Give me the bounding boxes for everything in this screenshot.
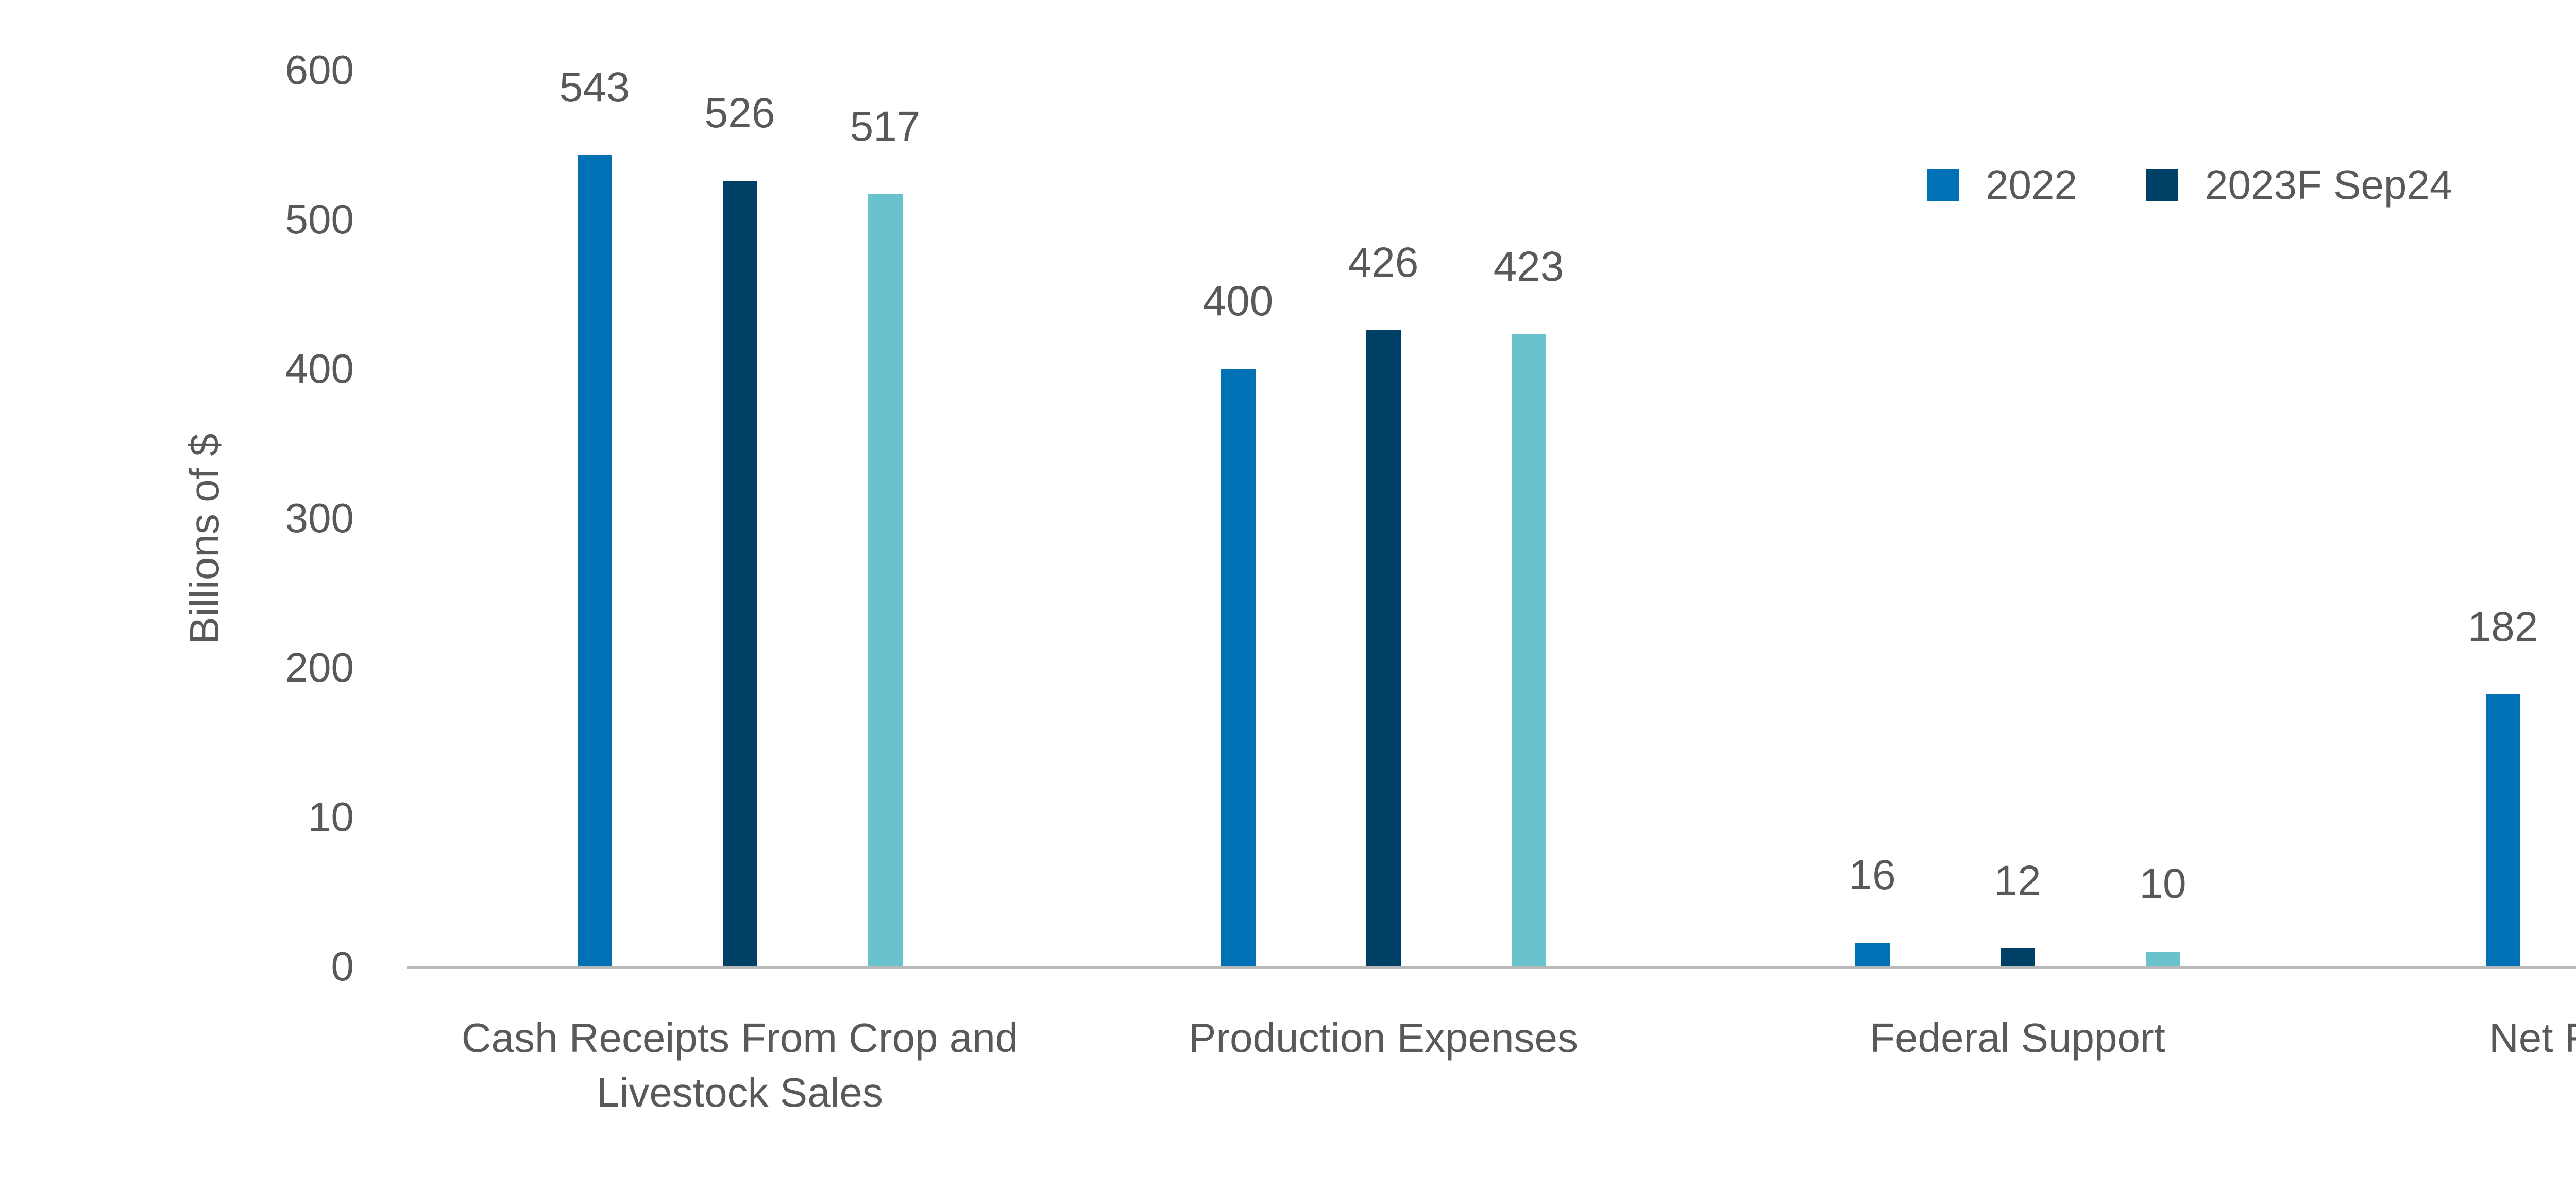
bar-2024f-sep24 — [1511, 334, 1546, 966]
data-label: 517 — [850, 103, 921, 150]
data-label: 147 — [2545, 656, 2576, 703]
legend-label: 2022 — [1986, 162, 2077, 208]
bar-2024f-sep24 — [2145, 952, 2180, 966]
y-tick-label: 10 — [308, 794, 354, 840]
x-axis-line — [407, 966, 2576, 969]
data-label: 423 — [1493, 243, 1564, 291]
data-label: 526 — [704, 89, 775, 137]
y-tick-label: 200 — [285, 644, 354, 690]
y-tick-label: 400 — [285, 346, 354, 392]
data-label: 12 — [1994, 857, 2041, 905]
y-tick-label: 300 — [285, 495, 354, 541]
data-label: 426 — [1348, 239, 1419, 286]
data-label: 10 — [2139, 860, 2187, 908]
y-tick-label: 0 — [331, 943, 354, 989]
bar-2022 — [1855, 942, 1890, 966]
legend-label: 2023F Sep24 — [2205, 162, 2453, 208]
category-label: Federal Support — [1870, 1015, 2165, 1061]
bar-2023f-sep24 — [1366, 330, 1401, 966]
bar-2023f-sep24 — [722, 180, 757, 966]
bar-2022 — [2485, 694, 2520, 966]
bar-2023f-sep24 — [2000, 948, 2035, 966]
data-label: 182 — [2467, 603, 2538, 651]
y-tick-label: 500 — [285, 196, 354, 242]
legend-swatch-icon — [1927, 169, 1959, 201]
bar-2022 — [577, 155, 612, 966]
category-label: Production Expenses — [1188, 1015, 1578, 1061]
legend-item: 2022 — [1927, 164, 2077, 206]
bar-2024f-sep24 — [868, 194, 903, 966]
data-label: 400 — [1202, 278, 1274, 325]
y-tick-label: 600 — [285, 47, 354, 93]
category-label: Net Farm Income — [2489, 1015, 2576, 1061]
category-label: Cash Receipts From Crop and Livestock Sa… — [461, 1015, 1019, 1115]
legend-swatch-icon — [2146, 169, 2178, 201]
data-label: 16 — [1849, 851, 1896, 898]
data-label: 543 — [559, 64, 630, 111]
bar-2022 — [1221, 369, 1256, 966]
legend-item: 2023F Sep24 — [2146, 164, 2452, 206]
